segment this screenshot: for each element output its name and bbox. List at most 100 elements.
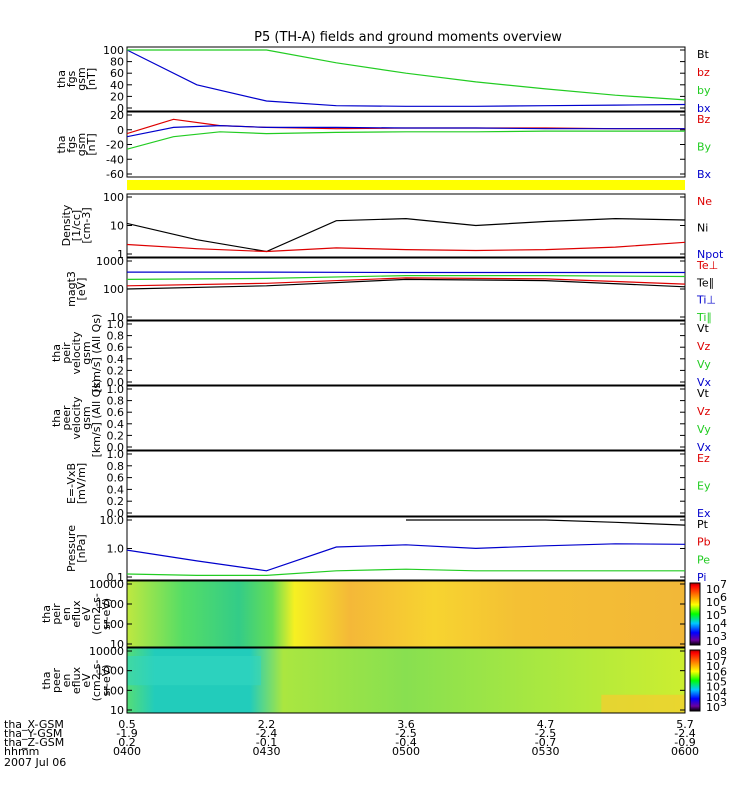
legend-bz: bz [697, 66, 710, 79]
y-axis-label-line: [nPa] [75, 534, 88, 562]
colorbar-label: 10 [706, 609, 720, 622]
legend-Vx: Vx [697, 376, 712, 389]
y-axis-label-line: peer [50, 668, 63, 694]
y-tick-label: 0.2 [107, 429, 125, 442]
y-axis-label-line: peir [50, 603, 63, 625]
y-tick-label: 1000 [96, 598, 124, 611]
x-date-label: 2007 Jul 06 [4, 756, 66, 769]
legend-Npot: Npot [697, 248, 724, 261]
x-tick-label: 0430 [253, 745, 281, 758]
colorbar-exponent: 4 [720, 686, 727, 699]
colorbar [689, 582, 701, 646]
legend-bx: bx [697, 102, 711, 115]
colorbar-exponent: 3 [720, 696, 727, 709]
y-axis-label-line: eflux [70, 666, 83, 694]
y-axis-label-line: tha [50, 344, 63, 362]
x-tick-label: 0500 [392, 745, 420, 758]
y-axis-label-line: Density [60, 204, 73, 246]
legend-Vz: Vz [697, 405, 711, 418]
panel-frame [126, 647, 686, 714]
legend-By: By [697, 141, 712, 154]
colorbar-exponent: 6 [720, 665, 727, 678]
colorbar-label: 10 [706, 670, 720, 683]
spectrogram-fill [127, 581, 685, 647]
y-axis-label-line: eV [80, 606, 93, 621]
x-row-label: tha_X-GSM [4, 718, 64, 731]
y-axis-label-line: fgs [65, 136, 78, 153]
panel-peer-spectrogram: 10000 1000 100 10 thapeerenefluxeV(cm2-s-sr-… [40, 645, 727, 717]
series-fgs-dsl-By [126, 130, 685, 150]
y-tick-label: 10 [110, 638, 124, 651]
panel-frame [126, 257, 686, 321]
series-fgs-gsm-by [127, 49, 686, 101]
y-tick-label: 100 [103, 283, 124, 296]
y-tick-label: -20 [106, 139, 124, 152]
y-axis-label: thapeirenefluxeV(cm2-s-sr-eV) [40, 593, 113, 635]
y-tick-label: 0.4 [107, 483, 125, 496]
y-axis-label: thafgsgsm[nT] [55, 133, 98, 156]
colorbar-exponent: 8 [720, 645, 727, 658]
x-tick-label: 0.5 [118, 718, 136, 731]
y-tick-label: 0.1 [107, 571, 125, 584]
y-tick-label: 0.0 [107, 441, 125, 454]
legend-Te∥: Te∥ [696, 276, 714, 289]
y-axis-label: magt3[eV] [65, 271, 88, 307]
x-tick-label: -2.5 [395, 727, 416, 740]
page-title: P5 (TH-A) fields and ground moments over… [254, 30, 562, 45]
x-tick-label: 3.6 [397, 718, 415, 731]
y-tick-label: 1.0 [107, 383, 125, 396]
y-axis-label-line: (cm2-s- [90, 660, 103, 702]
legend-Bx: Bx [697, 168, 712, 181]
y-axis-label-line: gsm [75, 133, 88, 156]
colorbar-label: 10 [706, 650, 720, 663]
series-fgs-gsm-bx [126, 49, 686, 107]
panel-efield: 1.00.80.60.40.20.0 E=-VxB[mV/m] Ez Ey Ex [65, 448, 711, 520]
y-axis-label-line: [cm-3] [80, 207, 93, 243]
x-tick-label: 0.2 [118, 736, 136, 749]
y-axis-label-line: en [60, 674, 73, 688]
y-tick-label: 0 [117, 124, 124, 137]
panel-frame [126, 46, 686, 112]
legend-Pb: Pb [697, 536, 711, 549]
y-axis-label: thapeervelocitygsm[km/s] (All Qs) [50, 379, 103, 458]
y-axis-label-line: gsm [80, 341, 93, 364]
y-axis-label-line: [nT] [85, 68, 98, 90]
x-tick-label: 5.7 [676, 718, 694, 731]
legend-Ni: Ni [697, 222, 708, 235]
y-tick-label: 10000 [89, 578, 124, 591]
series-pressure-Pt [406, 519, 686, 526]
y-tick-label: 0.8 [107, 330, 125, 343]
legend-by: by [697, 84, 711, 97]
y-axis-label-line: peer [60, 405, 73, 431]
legend-Bz: Bz [697, 113, 711, 126]
y-axis-label-line: gsm [80, 406, 93, 429]
y-axis-label-line: tha [55, 70, 68, 88]
panel-frame [126, 320, 686, 386]
panel-peir-spectrogram: 10000 1000 100 10 thapeirenefluxeV(cm2-s-sr-… [40, 578, 727, 651]
colorbar-exponent: 4 [720, 617, 727, 630]
series-temperature-Te⊥ [126, 277, 686, 287]
x-tick-label: 4.7 [537, 718, 555, 731]
series-density-Ni [126, 217, 686, 253]
colorbar-exponent: 7 [720, 655, 727, 668]
y-axis-label-line: E=-VxB [65, 463, 78, 504]
panel-frame [126, 111, 686, 178]
y-axis-label: Density[1/cc][cm-3] [60, 204, 93, 246]
y-tick-label: 0.0 [107, 376, 125, 389]
y-axis-label-line: gsm [75, 67, 88, 90]
y-tick-label: 10 [110, 704, 124, 717]
y-tick-label: 100 [103, 684, 124, 697]
colorbar-exponent: 6 [720, 591, 727, 604]
y-axis-label-line: peir [60, 342, 73, 364]
x-tick-label: -1.9 [116, 727, 137, 740]
y-tick-label: 80 [110, 56, 124, 69]
colorbar [689, 649, 701, 712]
y-tick-label: 10.0 [100, 514, 125, 527]
panel-fgs-dsl: 20 0 -20-40 -60 thafgsgsm[nT] Bz By Bx [55, 109, 712, 181]
colorbar-label: 10 [706, 660, 720, 673]
y-tick-label: 0.8 [107, 460, 125, 473]
legend-Vy: Vy [697, 358, 711, 371]
legend-Vx: Vx [697, 441, 712, 454]
legend-Ey: Ey [697, 480, 711, 493]
